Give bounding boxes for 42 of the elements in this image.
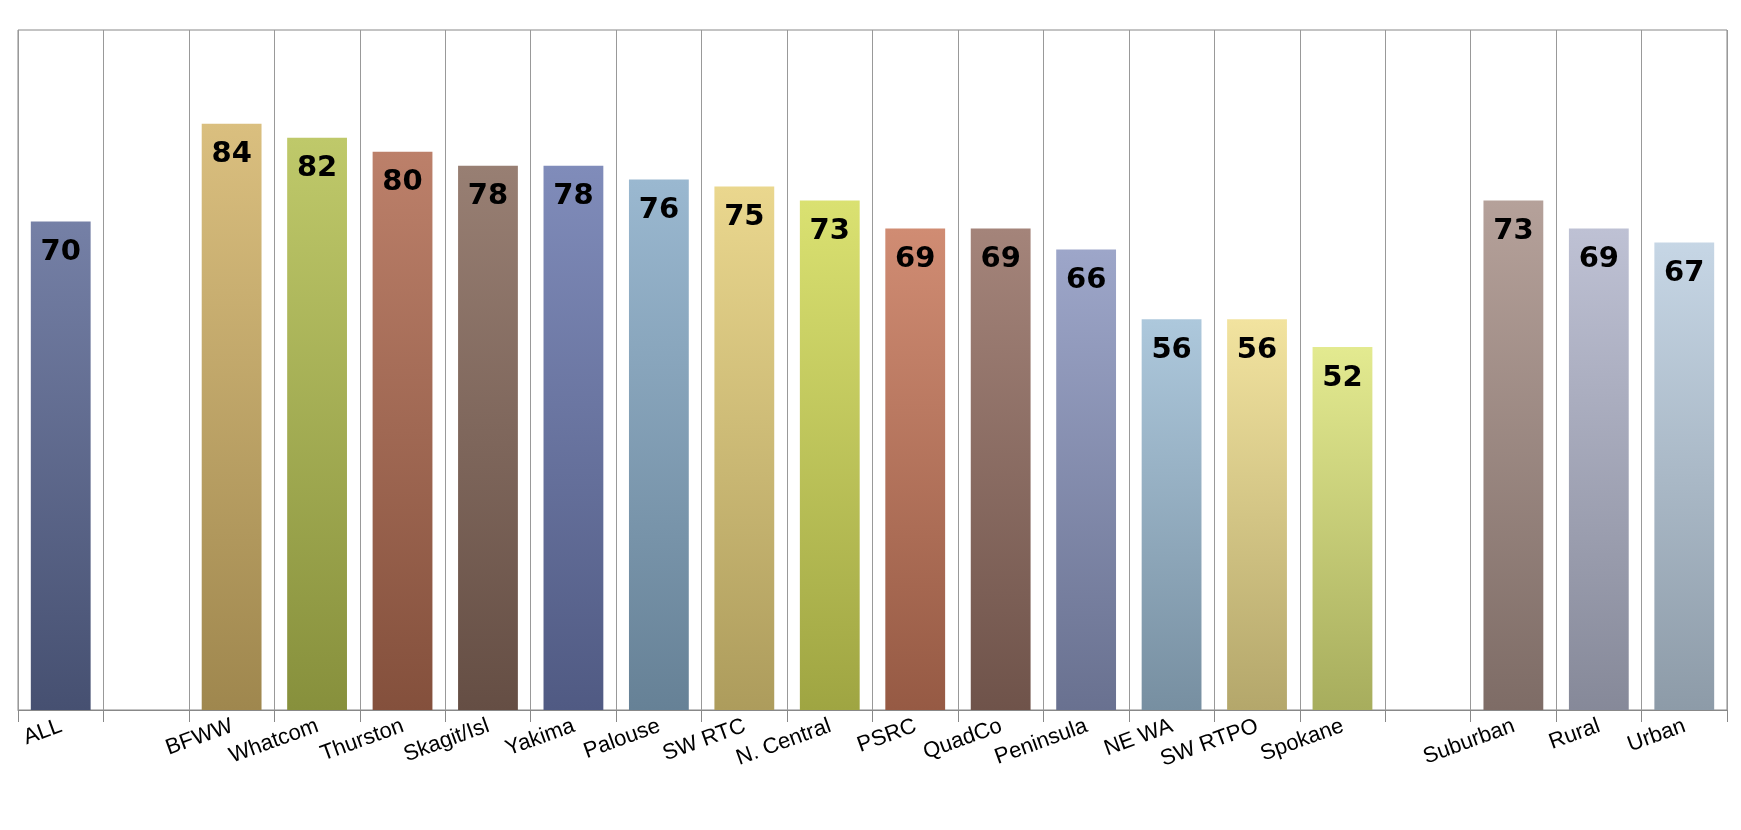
data-label: 78 <box>467 177 509 212</box>
data-label: 52 <box>1322 358 1363 393</box>
bar <box>1568 228 1629 710</box>
data-label: 73 <box>809 212 850 247</box>
bar <box>1654 242 1715 710</box>
data-label: 66 <box>1065 260 1107 295</box>
bar <box>30 221 91 710</box>
bar <box>1056 249 1117 710</box>
data-label: 70 <box>40 232 81 267</box>
x-tick-label: ALL <box>19 712 65 750</box>
x-tick-label: PSRC <box>853 712 920 757</box>
bar <box>970 228 1031 710</box>
data-label: 67 <box>1664 253 1705 288</box>
data-label: 56 <box>1151 330 1192 365</box>
bar <box>1227 319 1287 710</box>
data-label: 56 <box>1236 330 1278 365</box>
data-label: 69 <box>895 239 936 274</box>
bar <box>885 228 946 710</box>
data-label: 80 <box>382 163 423 198</box>
bar <box>1483 200 1544 710</box>
data-label: 78 <box>553 177 594 212</box>
data-label: 69 <box>980 239 1021 274</box>
x-tick-label: Rural <box>1545 712 1604 754</box>
bar <box>799 200 860 710</box>
bar <box>201 123 262 710</box>
x-tick-label: Palouse <box>579 712 664 763</box>
data-label: 76 <box>638 191 680 226</box>
x-tick-label: Urban <box>1623 712 1689 757</box>
bar <box>1312 347 1373 710</box>
data-label: 75 <box>724 198 765 233</box>
bar <box>543 165 604 710</box>
data-label: 69 <box>1578 239 1619 274</box>
bar <box>628 179 689 710</box>
bar <box>372 151 433 710</box>
bar <box>287 137 347 710</box>
x-tick-label: Yakima <box>501 711 579 761</box>
bar <box>458 165 518 710</box>
bar <box>1141 319 1202 710</box>
data-label: 82 <box>296 149 338 184</box>
data-label: 84 <box>211 135 252 170</box>
data-label: 73 <box>1493 212 1534 247</box>
bar <box>714 186 775 710</box>
